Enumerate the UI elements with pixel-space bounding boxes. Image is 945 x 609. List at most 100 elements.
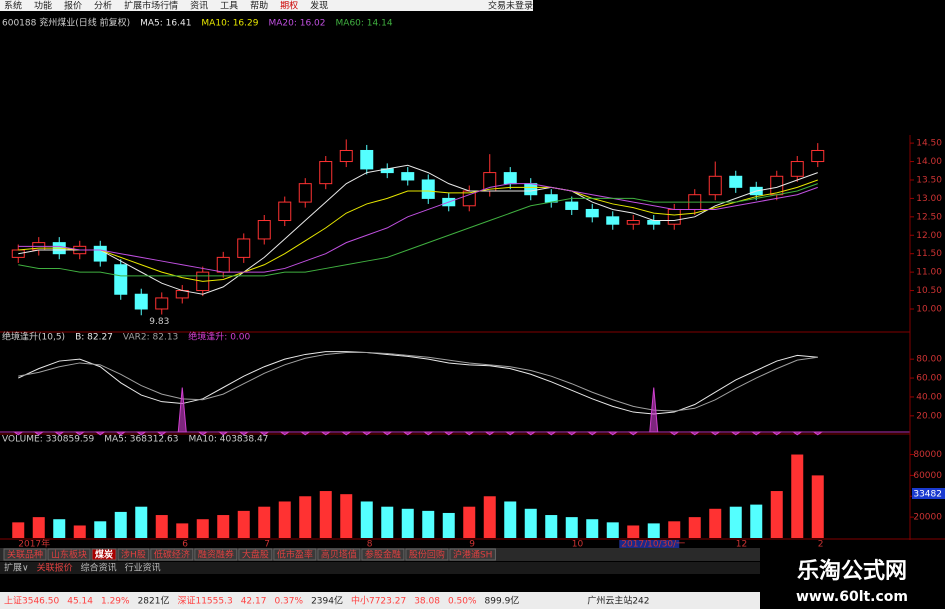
status-item: 广州云主站242: [587, 595, 649, 607]
candle-body: [319, 161, 333, 185]
candle-body: [155, 297, 169, 310]
menu-item[interactable]: 系统: [4, 0, 22, 12]
tab[interactable]: 融资融券: [198, 549, 234, 561]
x-tick-label: 2017年: [18, 538, 50, 550]
sub-tab[interactable]: 关联报价: [37, 562, 73, 574]
candle-body: [339, 149, 353, 163]
candle-body: [93, 245, 107, 262]
sub-tab[interactable]: 行业资讯: [125, 562, 161, 574]
tab[interactable]: 关联品种: [7, 549, 43, 561]
menu-item[interactable]: 资讯: [190, 1, 208, 12]
signal-spike: [135, 431, 147, 436]
tab-frame: [91, 548, 117, 561]
legend-entry: MA20: 16.02: [268, 19, 325, 29]
volume-bar: [729, 506, 742, 538]
signal-spike: [402, 431, 414, 436]
legend-entry: B: 82.27: [75, 333, 113, 343]
volume-bar: [770, 491, 783, 538]
tab[interactable]: 低市盈率: [277, 549, 313, 561]
signal-spike: [649, 387, 659, 433]
header-row: [0, 11, 533, 21]
y-tick-label: 14.50: [916, 139, 942, 149]
signal-spike: [381, 431, 393, 436]
menu-item[interactable]: 帮助: [250, 0, 268, 12]
volume-bar: [155, 515, 168, 538]
menu-item[interactable]: 扩展市场行情: [124, 0, 178, 12]
volume-bar: [176, 523, 189, 538]
candle-body: [503, 172, 517, 185]
volume-bar: [668, 521, 681, 538]
volume-bar: [463, 506, 476, 538]
tab[interactable]: 参股金融: [365, 549, 401, 561]
y-tick-label: 20000: [913, 513, 942, 523]
signal-spike: [566, 431, 578, 436]
candle-body: [667, 208, 681, 225]
tab-frame: [117, 548, 150, 561]
y-tick-label: 20.00: [916, 411, 942, 421]
status-item: 38.08: [414, 597, 440, 607]
tab[interactable]: 涉H股: [121, 549, 146, 561]
tab-frame: [194, 548, 238, 561]
volume-bar: [196, 519, 209, 538]
signal-spike: [238, 431, 250, 436]
volume-bar: [586, 519, 599, 538]
volume-bar: [299, 496, 312, 538]
signal-spike: [504, 431, 516, 436]
legend-entry: 绝境逢升: 0.00: [188, 331, 250, 343]
tab[interactable]: 山东板块: [51, 549, 87, 561]
menu-item[interactable]: 期权: [280, 0, 298, 12]
volume-bar: [12, 522, 25, 538]
menu-item[interactable]: 工具: [220, 1, 238, 12]
login-status[interactable]: 交易未登录: [488, 0, 533, 12]
menu-item[interactable]: 功能: [34, 0, 52, 12]
tab[interactable]: 高贝塔值: [321, 549, 357, 561]
tab[interactable]: 大盘股: [242, 549, 269, 561]
tab[interactable]: 股份回购: [409, 549, 445, 561]
volume-bar: [73, 525, 86, 538]
volume-bar: [258, 506, 271, 538]
menu-item[interactable]: 分析: [94, 0, 112, 12]
y-tick-label: 13.00: [916, 194, 942, 204]
tab-frame: [3, 548, 47, 561]
candle-body: [811, 149, 825, 163]
candle-body: [565, 201, 579, 210]
signal-spike: [94, 431, 106, 436]
sub-tab[interactable]: 扩展∨: [4, 562, 29, 574]
watermark-url: www.60lt.com: [796, 589, 908, 605]
volume-bar: [565, 517, 578, 538]
menu-item[interactable]: 报价: [64, 0, 82, 12]
candle-body: [790, 161, 804, 177]
volume-bar: [340, 494, 353, 538]
volume-bar: [811, 475, 824, 538]
tab[interactable]: 低碳经济: [154, 549, 190, 561]
candle-body: [606, 216, 620, 225]
status-item: 1.29%: [101, 597, 130, 607]
status-item: 上证3546.50: [4, 596, 59, 607]
tab[interactable]: 沪港通SH: [453, 549, 492, 561]
sub-tab[interactable]: 综合资讯: [81, 562, 117, 574]
signal-spike: [463, 431, 475, 436]
sub-tab-bar: [0, 562, 945, 574]
volume-bar: [32, 517, 45, 538]
signal-spike: [53, 431, 65, 436]
legend-entry: MA5: 368312.63: [104, 435, 178, 445]
x-tick-label: 10: [572, 540, 584, 550]
signal-spike: [627, 431, 639, 436]
x-tick-label: 2017/10/30/一: [621, 540, 685, 550]
volume-bar: [217, 515, 230, 538]
tab[interactable]: 煤炭: [95, 549, 113, 561]
y-tick-label: 11.00: [916, 268, 942, 278]
tab-frame: [449, 548, 496, 561]
y-tick-label: 80000: [913, 450, 942, 460]
candle-body: [257, 220, 271, 240]
signal-spike: [156, 431, 168, 436]
menu-item[interactable]: 发现: [310, 0, 328, 12]
candle-body: [216, 256, 230, 273]
candle-body: [421, 179, 435, 199]
signal-spike: [525, 431, 537, 436]
y-tick-label: 10.50: [916, 286, 942, 296]
x-tick-label: 7: [264, 540, 270, 550]
current-value: 33482: [913, 490, 942, 500]
volume-bar: [401, 508, 414, 538]
